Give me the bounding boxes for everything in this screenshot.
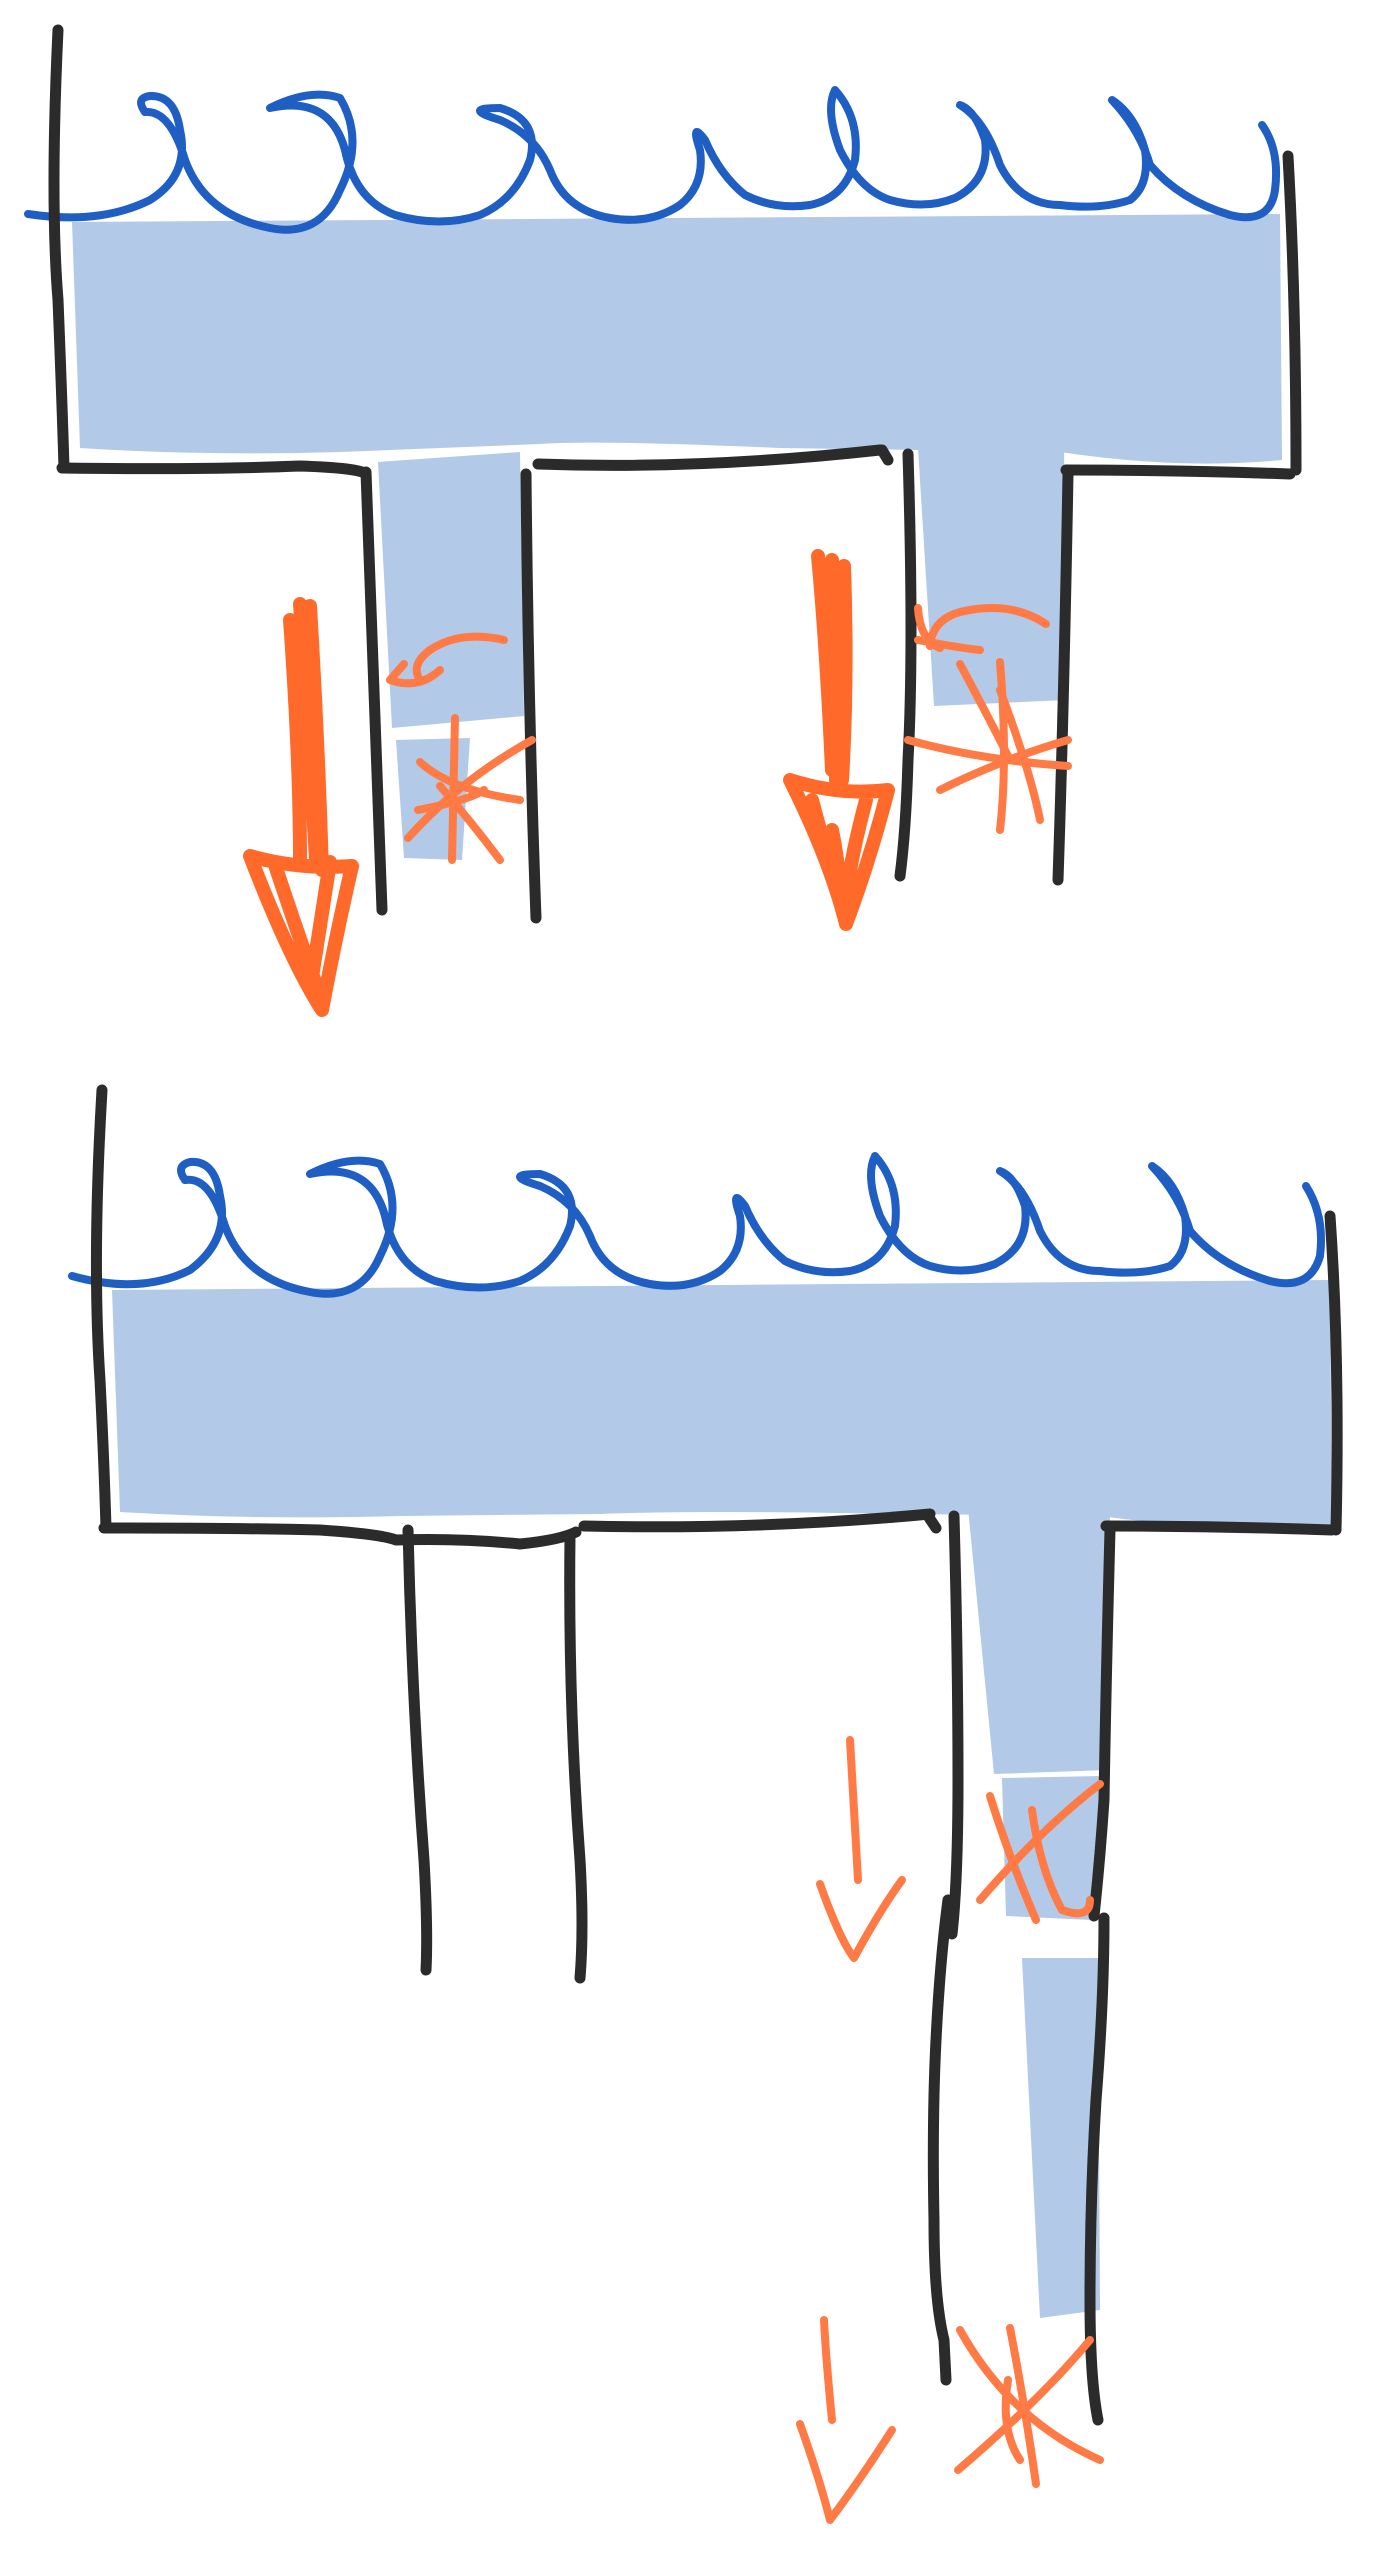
asterisk-splash-icon <box>404 714 536 864</box>
wave-ripple-icon <box>24 86 1281 234</box>
asterisk-splash-icon <box>976 1780 1104 1924</box>
down-arrow-icon-head <box>783 773 895 931</box>
outlet-water-left <box>378 452 524 728</box>
asterisk-splash-icon <box>904 658 1072 834</box>
down-arrow-icon <box>796 2316 896 2524</box>
asterisk-splash-icon <box>954 2324 1104 2488</box>
water-fill <box>112 1280 1332 2318</box>
outlet-water-right-lower <box>1022 1958 1100 2318</box>
outlet-water-right <box>918 444 1066 706</box>
wave-ripple-icon <box>68 1152 1326 1298</box>
curved-arrow-icon <box>914 604 1050 654</box>
outlet-water-right-mid <box>1002 1776 1100 1920</box>
force-arrows-right <box>783 549 1072 931</box>
water-fill <box>72 214 1282 860</box>
curved-arrow-icon <box>386 632 508 688</box>
scene-top <box>24 24 1302 1017</box>
force-arrows-bottom <box>796 1736 1104 2524</box>
force-arrows-left <box>243 597 536 1017</box>
tank-water <box>112 1280 1332 1527</box>
down-arrow-icon <box>283 597 329 877</box>
scene-bottom <box>68 1084 1343 2524</box>
pipe-outline <box>90 1084 1343 2426</box>
tank-water <box>72 214 1282 464</box>
down-arrow-icon <box>816 1736 906 1962</box>
pipe-outline <box>48 24 1302 924</box>
down-arrow-icon-head <box>243 849 359 1017</box>
down-arrow-icon <box>811 549 853 787</box>
outlet-water-right <box>968 1500 1110 1774</box>
